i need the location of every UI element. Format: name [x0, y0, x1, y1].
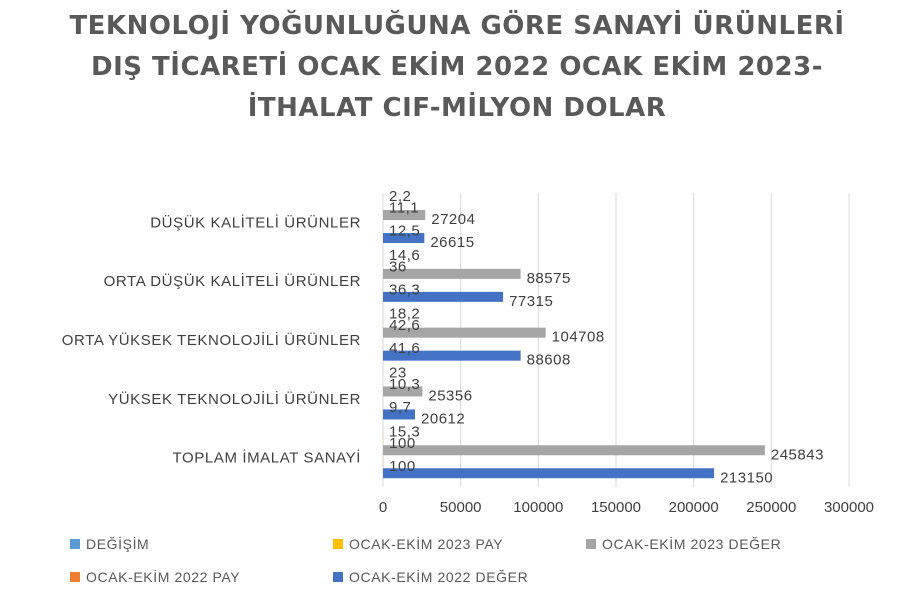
- bar: [383, 445, 765, 456]
- data-label: 100: [389, 435, 416, 452]
- data-label: 14,6: [389, 247, 420, 264]
- bar: [383, 350, 521, 361]
- data-label: 100: [389, 458, 416, 475]
- legend-swatch: [333, 539, 343, 549]
- data-label: 27204: [431, 211, 475, 228]
- x-tick-label: 0: [379, 499, 387, 516]
- x-tick-label: 50000: [440, 499, 482, 516]
- bar: [383, 468, 715, 479]
- legend-swatch: [586, 539, 596, 549]
- legend-entry: OCAK-EKİM 2022 DEĞER: [349, 568, 528, 585]
- data-label: 18,2: [389, 306, 420, 323]
- data-label: 41,6: [389, 340, 420, 357]
- x-tick-label: 150000: [591, 499, 641, 516]
- bar: [383, 327, 546, 338]
- data-label: 104708: [552, 329, 605, 346]
- bars: [383, 187, 765, 479]
- category-label: YÜKSEK TEKNOLOJİLİ ÜRÜNLER: [108, 390, 361, 408]
- data-label: 20612: [421, 410, 465, 427]
- category-labels: DÜŞÜK KALİTELİ ÜRÜNLER ORTA DÜŞÜK KALİTEL…: [62, 213, 361, 466]
- category-label: ORTA YÜKSEK TEKNOLOJİLİ ÜRÜNLER: [62, 331, 361, 349]
- x-tick-label: 100000: [513, 499, 563, 516]
- bar: [383, 210, 426, 221]
- data-label: 25356: [428, 387, 472, 404]
- legend-swatch: [70, 539, 80, 549]
- data-label: 88608: [527, 352, 571, 369]
- data-label: 88575: [527, 270, 571, 287]
- data-label: 10,3: [389, 376, 420, 393]
- bar: [383, 268, 521, 279]
- x-tick-label: 300000: [824, 499, 874, 516]
- x-tick-label: 200000: [669, 499, 719, 516]
- legend-entry: OCAK-EKİM 2022 PAY: [86, 568, 240, 585]
- data-label: 9,7: [389, 399, 411, 416]
- bar: [383, 409, 416, 420]
- data-label: 15,3: [389, 423, 420, 440]
- data-labels: 26615 12,5 27204 11,12,2 77315 36,3 88575 3614,…: [389, 188, 824, 486]
- legend-swatch: [333, 572, 343, 582]
- data-label: 11,1: [389, 200, 419, 217]
- data-label: 26615: [430, 234, 474, 251]
- bar: [383, 291, 504, 302]
- category-label: ORTA DÜŞÜK KALİTELİ ÜRÜNLER: [104, 272, 361, 290]
- data-label: 77315: [509, 293, 553, 310]
- data-label: 213150: [720, 469, 773, 486]
- data-label: 2,2: [389, 188, 411, 205]
- x-tick-label: 250000: [746, 499, 796, 516]
- category-label: TOPLAM İMALAT SANAYİ: [173, 449, 361, 467]
- bar: [383, 233, 425, 244]
- legend-entry: DEĞİŞİM: [86, 535, 149, 552]
- legend-swatch: [70, 572, 80, 582]
- data-label: 42,6: [389, 317, 420, 334]
- legend-entry: OCAK-EKİM 2023 PAY: [349, 535, 503, 552]
- data-label: 36,3: [389, 281, 420, 298]
- bar: [383, 386, 423, 397]
- data-label: 23: [389, 364, 407, 381]
- data-label: 36: [389, 258, 407, 275]
- data-label: 12,5: [389, 223, 420, 240]
- data-label: 245843: [771, 446, 824, 463]
- legend-entry: OCAK-EKİM 2023 DEĞER: [602, 535, 781, 552]
- chart-title: TEKNOLOJİ YOĞUNLUĞUNA GÖRE SANAYİ ÜRÜNLE…: [69, 11, 845, 123]
- legend: DEĞİŞİM OCAK-EKİM 2023 PAY OCAK-EKİM 2023 …: [70, 535, 781, 585]
- x-axis-ticks: 0 50000 100000 150000 200000 250000 300000: [379, 499, 874, 516]
- category-label: DÜŞÜK KALİTELİ ÜRÜNLER: [150, 213, 361, 231]
